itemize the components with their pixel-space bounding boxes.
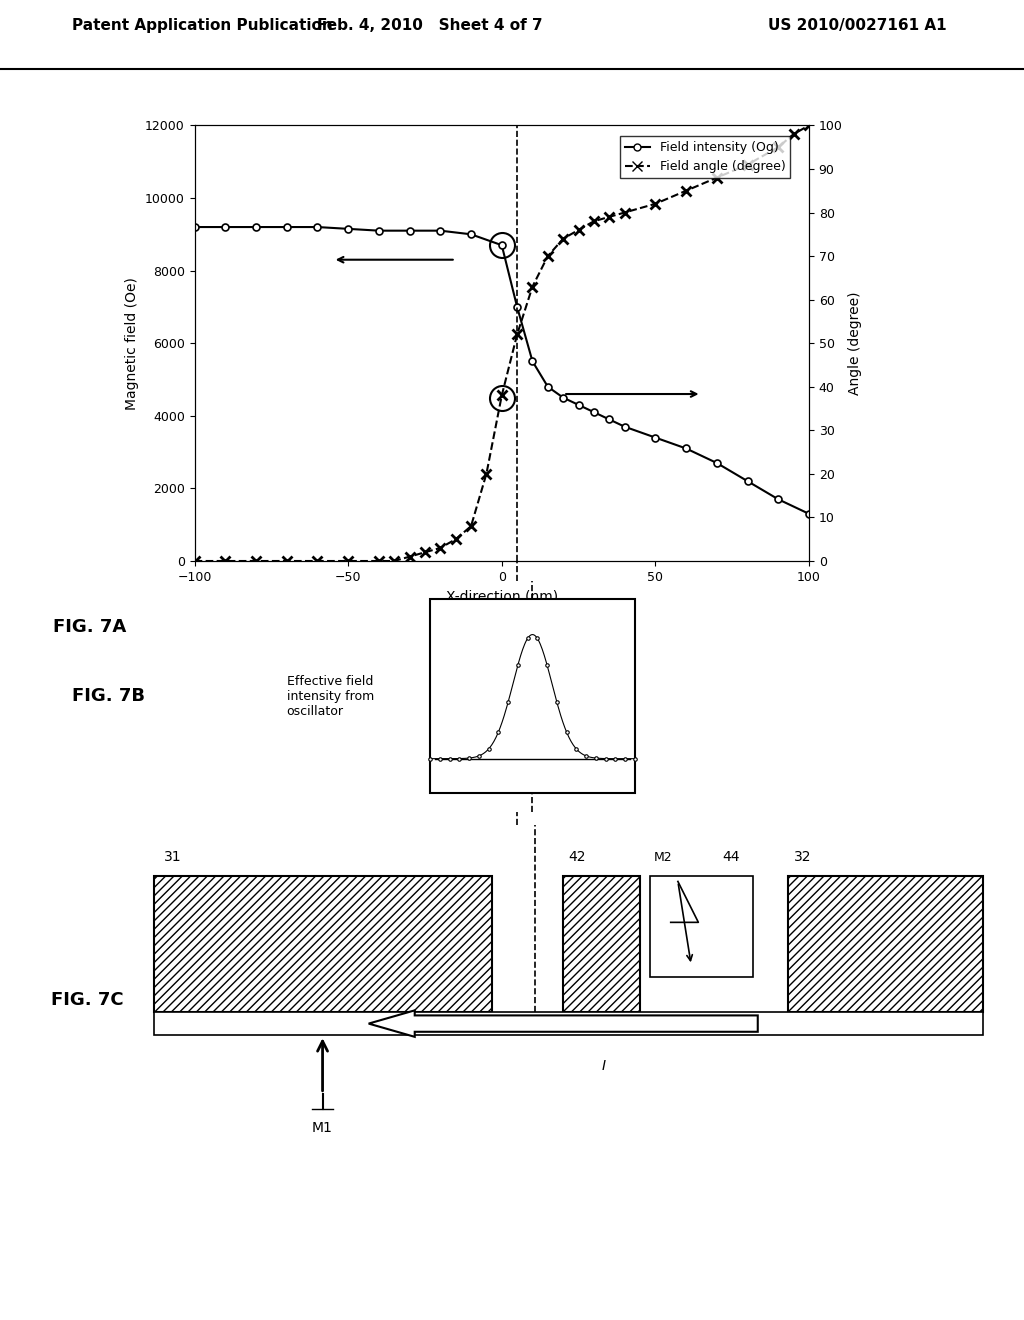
Text: M2: M2 <box>653 851 672 865</box>
Text: US 2010/0027161 A1: US 2010/0027161 A1 <box>768 18 946 33</box>
Bar <box>788 875 983 1012</box>
Bar <box>154 875 492 1012</box>
Bar <box>430 599 635 793</box>
Text: M1: M1 <box>312 1121 333 1135</box>
Text: FIG. 7B: FIG. 7B <box>72 688 144 705</box>
Text: 32: 32 <box>794 850 811 865</box>
Text: I: I <box>602 1059 606 1073</box>
Text: FIG. 7A: FIG. 7A <box>53 618 127 636</box>
Text: Effective field
intensity from
oscillator: Effective field intensity from oscillato… <box>287 675 374 718</box>
Text: Feb. 4, 2010   Sheet 4 of 7: Feb. 4, 2010 Sheet 4 of 7 <box>317 18 543 33</box>
Bar <box>154 1012 983 1035</box>
Bar <box>563 875 640 1012</box>
Y-axis label: Magnetic field (Oe): Magnetic field (Oe) <box>125 277 139 409</box>
Text: 31: 31 <box>164 850 181 865</box>
Bar <box>650 875 753 977</box>
Y-axis label: Angle (degree): Angle (degree) <box>848 292 862 395</box>
Text: FIG. 7C: FIG. 7C <box>51 991 124 1010</box>
Text: Patent Application Publication: Patent Application Publication <box>72 18 333 33</box>
X-axis label: X-direction (nm): X-direction (nm) <box>445 589 558 603</box>
FancyArrow shape <box>369 1010 758 1036</box>
Legend: Field intensity (Og), Field angle (degree): Field intensity (Og), Field angle (degre… <box>620 136 791 178</box>
Text: 44: 44 <box>722 850 739 865</box>
Text: 42: 42 <box>568 850 586 865</box>
